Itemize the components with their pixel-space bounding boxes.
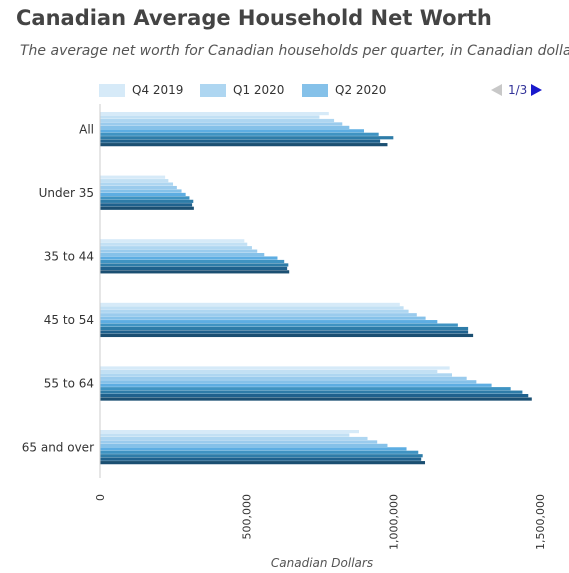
bar-all-series-10[interactable]	[100, 143, 388, 147]
bar-55-to-64-series-5[interactable]	[100, 380, 477, 384]
bar-all-series-4[interactable]	[100, 122, 343, 126]
bar-all-series-2[interactable]	[100, 115, 320, 119]
chart-title: Canadian Average Household Net Worth	[16, 6, 492, 30]
triangle-right-icon[interactable]	[531, 84, 543, 96]
bar-all-series-3[interactable]	[100, 118, 335, 123]
bar-under-35-series-9[interactable]	[100, 203, 193, 207]
legend-pager: 1/3	[491, 80, 543, 100]
chart-subtitle: The average net worth for Canadian house…	[20, 43, 569, 59]
bar-all-series-7[interactable]	[100, 132, 379, 136]
bar-65-and-over-series-10[interactable]	[100, 461, 426, 465]
bar-all-series-9[interactable]	[100, 139, 381, 143]
bar-55-to-64-series-10[interactable]	[100, 397, 532, 401]
pager-page-indicator: 1/3	[508, 83, 528, 97]
bar-all-series-6[interactable]	[100, 129, 364, 133]
bar-35-to-44-series-5[interactable]	[100, 253, 265, 257]
bar-45-to-54-series-3[interactable]	[100, 309, 409, 313]
bar-55-to-64-series-7[interactable]	[100, 387, 511, 391]
bar-under-35-series-8[interactable]	[100, 199, 194, 203]
bar-35-to-44-series-3[interactable]	[100, 246, 252, 250]
bar-under-35-series-6[interactable]	[100, 192, 186, 197]
bar-35-to-44-series-2[interactable]	[100, 242, 248, 246]
bars-group	[100, 112, 532, 465]
legend-swatch-q4-2019	[99, 83, 125, 97]
category-label-under-35: Under 35	[39, 186, 94, 200]
bar-45-to-54-series-4[interactable]	[100, 313, 417, 317]
bar-45-to-54-series-8[interactable]	[100, 326, 469, 331]
bar-under-35-series-10[interactable]	[100, 206, 194, 210]
category-label-all: All	[79, 122, 94, 136]
category-label-65-and-over: 65 and over	[22, 440, 94, 454]
bar-55-to-64-series-8[interactable]	[100, 390, 523, 394]
bar-chart: All Under 35 35 to 44 45 to 54 55 to 64 65 an…	[22, 104, 547, 570]
bar-65-and-over-series-5[interactable]	[100, 443, 388, 447]
bar-65-and-over-series-1[interactable]	[100, 430, 360, 434]
bar-65-and-over-series-2[interactable]	[100, 433, 350, 437]
x-tick-label-3: 1,500,000	[534, 494, 547, 550]
bar-45-to-54-series-7[interactable]	[100, 323, 458, 327]
bar-45-to-54-series-5[interactable]	[100, 316, 426, 320]
legend-item-q4-2019[interactable]: Q4 2019	[99, 80, 183, 100]
bar-under-35-series-5[interactable]	[100, 189, 182, 193]
bar-under-35-series-2[interactable]	[100, 179, 169, 183]
bar-65-and-over-series-7[interactable]	[100, 450, 419, 454]
bar-55-to-64-series-4[interactable]	[100, 376, 467, 380]
bar-under-35-series-4[interactable]	[100, 185, 177, 190]
bar-35-to-44-series-1[interactable]	[100, 239, 245, 243]
x-tick-label-2: 1,000,000	[387, 494, 400, 550]
bar-65-and-over-series-4[interactable]	[100, 440, 378, 444]
bar-55-to-64-series-2[interactable]	[100, 369, 438, 374]
bar-65-and-over-series-8[interactable]	[100, 454, 423, 458]
bar-65-and-over-series-6[interactable]	[100, 447, 407, 451]
x-tick-label-0: 0	[94, 494, 107, 501]
bar-45-to-54-series-1[interactable]	[100, 302, 400, 306]
bar-all-series-8[interactable]	[100, 136, 394, 140]
x-axis-label: Canadian Dollars	[271, 556, 373, 570]
legend-swatch-q1-2020	[200, 83, 226, 97]
triangle-left-icon[interactable]	[491, 84, 502, 96]
bar-65-and-over-series-9[interactable]	[100, 457, 422, 461]
bar-55-to-64-series-3[interactable]	[100, 373, 452, 377]
bar-55-to-64-series-9[interactable]	[100, 394, 529, 398]
bar-35-to-44-series-9[interactable]	[100, 266, 288, 270]
bar-35-to-44-series-10[interactable]	[100, 270, 290, 274]
x-tick-labels: 0 500,000 1,000,000 1,500,000	[94, 494, 547, 550]
bar-35-to-44-series-6[interactable]	[100, 256, 278, 260]
bar-45-to-54-series-2[interactable]	[100, 306, 404, 310]
legend-item-q1-2020[interactable]: Q1 2020	[200, 80, 284, 100]
category-label-35-to-44: 35 to 44	[44, 249, 94, 263]
bar-all-series-1[interactable]	[100, 112, 329, 116]
bar-under-35-series-7[interactable]	[100, 196, 190, 200]
legend-label-q1-2020: Q1 2020	[233, 83, 285, 97]
legend-label-q4-2019: Q4 2019	[132, 83, 184, 97]
bar-under-35-series-3[interactable]	[100, 182, 174, 186]
bar-35-to-44-series-4[interactable]	[100, 249, 258, 253]
category-label-55-to-64: 55 to 64	[44, 377, 94, 391]
bar-all-series-5[interactable]	[100, 125, 350, 129]
bar-65-and-over-series-3[interactable]	[100, 436, 368, 441]
category-labels: All Under 35 35 to 44 45 to 54 55 to 64 65 an…	[22, 122, 94, 454]
legend-label-q2-2020: Q2 2020	[335, 83, 387, 97]
bar-under-35-series-1[interactable]	[100, 175, 166, 179]
x-tick-label-1: 500,000	[241, 494, 254, 540]
bar-35-to-44-series-8[interactable]	[100, 263, 289, 267]
legend-item-q2-2020[interactable]: Q2 2020	[302, 80, 386, 100]
bar-55-to-64-series-1[interactable]	[100, 366, 450, 370]
legend: Q4 2019 Q1 2020 Q2 2020	[0, 80, 569, 100]
legend-swatch-q2-2020	[302, 83, 328, 97]
bar-45-to-54-series-6[interactable]	[100, 320, 438, 324]
bar-45-to-54-series-10[interactable]	[100, 333, 474, 338]
bar-55-to-64-series-6[interactable]	[100, 383, 492, 387]
bar-45-to-54-series-9[interactable]	[100, 330, 469, 334]
bar-35-to-44-series-7[interactable]	[100, 259, 285, 264]
category-label-45-to-54: 45 to 54	[44, 313, 94, 327]
